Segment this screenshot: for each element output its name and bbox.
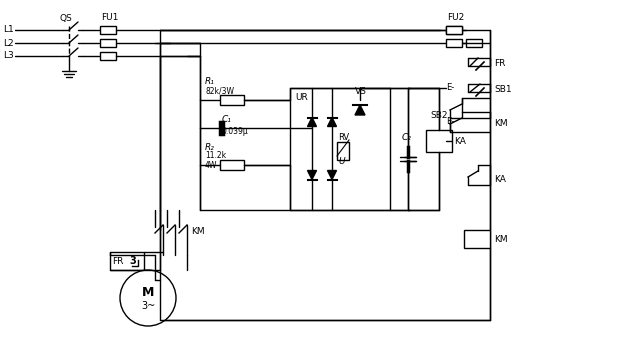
Text: 82k/3W: 82k/3W bbox=[205, 86, 234, 95]
Text: KM: KM bbox=[494, 234, 507, 244]
Text: FR: FR bbox=[112, 257, 124, 265]
Text: KA: KA bbox=[494, 174, 506, 184]
Polygon shape bbox=[328, 118, 336, 126]
Bar bbox=[220, 160, 244, 170]
Bar bbox=[446, 39, 462, 47]
Bar bbox=[220, 95, 244, 105]
Bar bbox=[337, 142, 349, 160]
Bar bbox=[110, 252, 144, 270]
Bar bbox=[466, 39, 482, 47]
Text: FU1: FU1 bbox=[101, 13, 119, 22]
Text: RV: RV bbox=[338, 133, 349, 143]
Text: 3: 3 bbox=[129, 256, 136, 266]
Text: KM: KM bbox=[191, 226, 205, 236]
Text: R₂: R₂ bbox=[205, 143, 215, 152]
Bar bbox=[290, 88, 390, 210]
Bar bbox=[464, 230, 490, 248]
Text: FU2: FU2 bbox=[447, 13, 464, 22]
Text: QS: QS bbox=[60, 13, 73, 22]
Circle shape bbox=[120, 270, 176, 326]
Text: L3: L3 bbox=[3, 52, 14, 60]
Text: U: U bbox=[338, 158, 345, 166]
Polygon shape bbox=[308, 171, 316, 179]
Text: VS: VS bbox=[355, 87, 367, 97]
Polygon shape bbox=[328, 171, 336, 179]
Text: L1: L1 bbox=[3, 26, 14, 34]
Text: SB1: SB1 bbox=[494, 86, 512, 94]
Text: 4W: 4W bbox=[205, 160, 218, 170]
Text: KM: KM bbox=[494, 119, 507, 128]
Text: 0.039μ: 0.039μ bbox=[222, 126, 249, 135]
Polygon shape bbox=[308, 118, 316, 126]
Text: SB2: SB2 bbox=[431, 112, 448, 120]
Bar bbox=[446, 26, 462, 34]
Bar bbox=[446, 26, 462, 34]
Bar bbox=[100, 26, 116, 34]
Text: C₂: C₂ bbox=[402, 132, 412, 141]
Text: 3~: 3~ bbox=[141, 301, 155, 311]
Text: E-: E- bbox=[446, 118, 454, 126]
Bar bbox=[100, 39, 116, 47]
Text: M: M bbox=[142, 286, 154, 299]
Text: E-: E- bbox=[446, 84, 454, 93]
Text: C₁: C₁ bbox=[222, 115, 232, 125]
Polygon shape bbox=[355, 105, 365, 115]
Text: FR: FR bbox=[494, 60, 506, 68]
Text: R₁: R₁ bbox=[205, 78, 215, 86]
Text: 11.2k: 11.2k bbox=[205, 152, 226, 160]
Text: UR: UR bbox=[295, 93, 308, 102]
Bar bbox=[100, 52, 116, 60]
Text: KA: KA bbox=[454, 137, 466, 146]
Text: L2: L2 bbox=[3, 39, 14, 47]
Bar bbox=[426, 130, 452, 152]
